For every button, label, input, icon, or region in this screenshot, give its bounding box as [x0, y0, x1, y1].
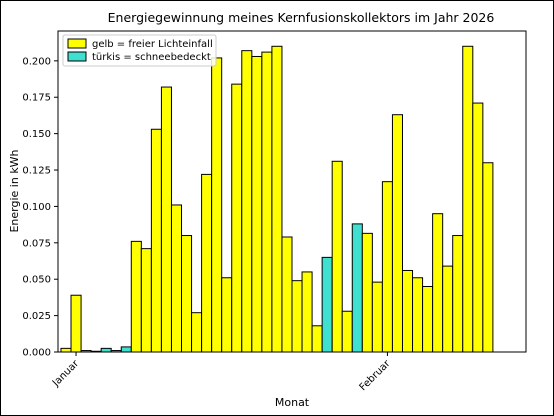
y-tick-label: 0.075 — [22, 238, 51, 249]
bar-2026-01-11 — [170, 204, 183, 353]
bar-2026-01-22 — [281, 236, 293, 353]
y-tick-label: 0.100 — [22, 202, 51, 213]
bar-2026-02-03 — [401, 269, 414, 353]
y-axis-label: Energie in kWh — [8, 149, 21, 232]
x-axis-label: Monat — [275, 396, 310, 409]
bar-2026-02-04 — [412, 277, 424, 353]
y-tick-label: 0.000 — [22, 348, 51, 359]
bar-2026-01-20 — [261, 51, 273, 353]
legend-label-snow: türkis = schneebedeckt — [92, 52, 211, 63]
bar-2026-02-07 — [442, 265, 454, 353]
y-axis-ticks: 0.000 0.025 0.050 0.075 0.100 0.125 0.150 0.175… — [22, 56, 58, 359]
bar-2026-01-26 — [321, 256, 333, 353]
bar-2026-01-14 — [201, 173, 213, 353]
bar-2026-01-19 — [251, 55, 263, 353]
bar-2026-01-13 — [191, 312, 203, 353]
bar-2026-01-25 — [311, 325, 323, 353]
bar-2026-01-09 — [150, 128, 162, 353]
x-tick-label: Januar — [50, 358, 82, 390]
bar-2026-01-04 — [100, 347, 112, 353]
bar-2026-01-06 — [120, 346, 132, 353]
bar-2026-01-10 — [160, 86, 172, 353]
x-axis-ticks: Januar Februar — [50, 352, 393, 393]
y-tick-label: 0.050 — [22, 275, 51, 286]
legend-swatch-snow — [67, 51, 87, 62]
x-tick-label: Februar — [358, 358, 394, 394]
bar-2026-02-08 — [452, 235, 464, 353]
bar-2026-01-30 — [361, 232, 373, 353]
bar-2026-02-05 — [422, 285, 434, 353]
legend: gelb = freier Lichteinfall türkis = schn… — [62, 34, 217, 67]
bar-2026-02-11 — [482, 162, 494, 353]
y-tick-label: 0.025 — [22, 311, 51, 322]
bar-2026-02-09 — [462, 45, 474, 353]
legend-label-sunny: gelb = freier Lichteinfall — [92, 39, 213, 50]
y-tick-label: 0.125 — [22, 166, 51, 177]
y-tick-label: 0.175 — [22, 93, 51, 104]
y-tick-label: 0.200 — [22, 56, 51, 67]
bar-2026-01-15 — [211, 57, 223, 353]
bar-2026-01-17 — [231, 83, 243, 353]
bar-2025-12-31 — [60, 347, 72, 353]
plot-area: 0.000 0.025 0.050 0.075 0.100 0.125 0.150 0.175… — [22, 30, 527, 393]
bar-2026-02-10 — [472, 102, 484, 353]
bar-2026-01-27 — [331, 160, 343, 353]
axes-frame — [57, 30, 527, 353]
bar-2026-01-07 — [130, 240, 142, 353]
bar-2026-01-16 — [221, 277, 233, 353]
bar-2026-02-06 — [432, 213, 444, 353]
bar-2026-01-24 — [301, 271, 313, 353]
bar-2026-01-18 — [241, 50, 253, 353]
bar-2026-01-21 — [271, 45, 283, 353]
chart-title: Energiegewinnung meines Kernfusionskolle… — [108, 10, 495, 25]
bar-2026-02-01 — [381, 181, 393, 353]
bar-2026-01-23 — [291, 280, 303, 353]
bar-2026-01-29 — [351, 223, 363, 353]
bar-2026-02-02 — [391, 114, 403, 353]
bar-2026-01-12 — [181, 235, 193, 353]
bar-2026-01-28 — [341, 310, 353, 353]
legend-swatch-sunny — [67, 38, 87, 49]
bar-2026-01-08 — [140, 248, 152, 353]
bar-group — [60, 45, 494, 353]
legend-box — [62, 34, 217, 67]
bar-2026-01-01 — [70, 294, 82, 353]
y-tick-label: 0.150 — [22, 129, 51, 140]
bar-2026-01-31 — [371, 281, 383, 353]
